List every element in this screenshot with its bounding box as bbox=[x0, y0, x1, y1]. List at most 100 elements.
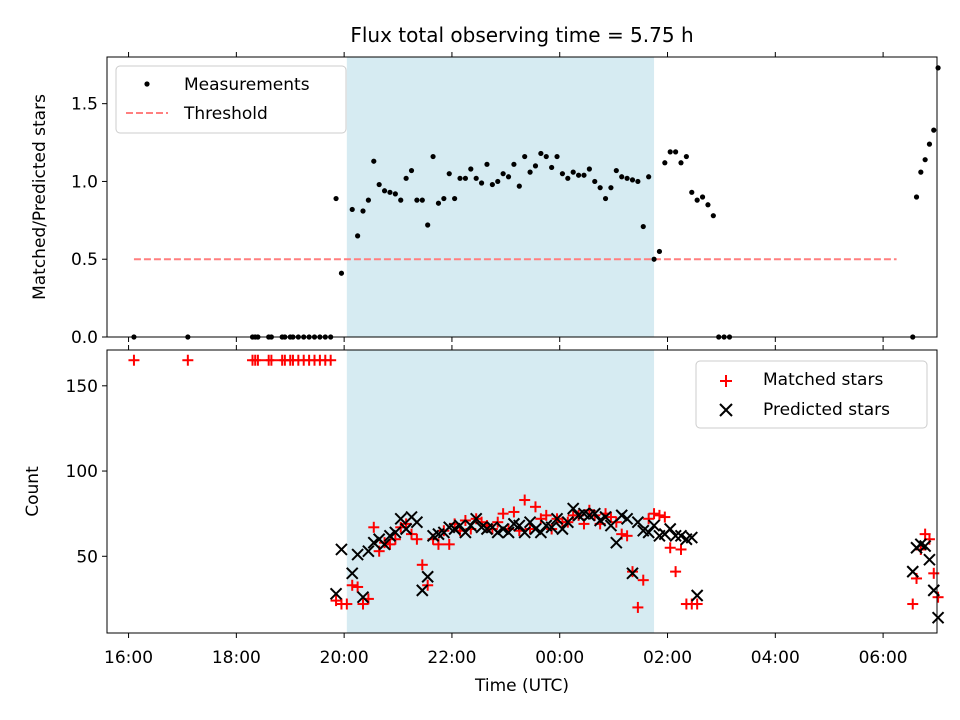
measurement-point bbox=[338, 270, 345, 276]
matched-point bbox=[659, 511, 671, 523]
count-panel-frame bbox=[106, 349, 938, 634]
legend-measurements-marker bbox=[144, 81, 150, 87]
predicted-point bbox=[496, 522, 510, 536]
matched-point bbox=[411, 533, 423, 545]
measurement-point bbox=[371, 158, 377, 164]
measurement-point bbox=[452, 195, 458, 202]
predicted-point bbox=[410, 515, 424, 529]
predicted-point bbox=[362, 544, 375, 558]
observing-window-span-top bbox=[346, 57, 655, 337]
predicted-point bbox=[459, 526, 472, 539]
predicted-point bbox=[351, 548, 364, 561]
ratio-y-axis-label: Matched/Predicted stars bbox=[30, 94, 50, 300]
measurement-point bbox=[355, 233, 361, 239]
measurement-point bbox=[918, 169, 924, 175]
measurement-point bbox=[549, 164, 555, 171]
predicted-point bbox=[416, 584, 429, 597]
measurement-point bbox=[913, 194, 920, 200]
matched-point bbox=[486, 523, 498, 535]
matched-point bbox=[546, 523, 558, 535]
matched-point bbox=[368, 521, 380, 533]
measurement-point bbox=[349, 206, 355, 213]
count-panel-ticks: 16:00 18:00 20:00 22:00 00:00 02:00 04:00 06:00… bbox=[66, 345, 908, 668]
measurement-point bbox=[694, 197, 700, 203]
matched-point bbox=[621, 530, 633, 542]
x-tick-label: 18:00 bbox=[212, 648, 261, 668]
measurement-point bbox=[931, 127, 937, 133]
x-tick-label: 20:00 bbox=[320, 648, 369, 668]
matched-point bbox=[529, 501, 541, 513]
x-tick-label: 16:00 bbox=[104, 648, 153, 668]
measurement-point bbox=[538, 150, 544, 157]
predicted-point bbox=[356, 590, 370, 604]
measurement-point bbox=[387, 189, 393, 195]
predicted-point bbox=[604, 519, 618, 532]
measurement-point bbox=[935, 65, 941, 71]
measurement-point bbox=[392, 191, 398, 197]
x-axis-label: Time (UTC) bbox=[474, 676, 569, 696]
x-tick-label: 02:00 bbox=[643, 648, 692, 668]
x-tick-label: 04:00 bbox=[751, 648, 800, 668]
measurement-point bbox=[575, 172, 582, 178]
matched-point bbox=[379, 537, 391, 549]
measurement-point bbox=[446, 171, 452, 177]
observing-window-span-bottom bbox=[346, 350, 655, 633]
x-tick-label: 22:00 bbox=[427, 648, 476, 668]
measurement-point bbox=[522, 153, 528, 160]
measurement-point bbox=[435, 200, 442, 206]
matched-point bbox=[907, 598, 919, 610]
measurement-point bbox=[462, 175, 469, 181]
measurement-point bbox=[635, 178, 641, 185]
y-tick-label: 1.0 bbox=[71, 172, 98, 192]
matched-point bbox=[664, 542, 676, 554]
measurement-point bbox=[710, 213, 716, 219]
measurement-point bbox=[683, 153, 689, 160]
measurement-point bbox=[629, 177, 636, 183]
predicted-point bbox=[383, 529, 397, 543]
measurement-point bbox=[689, 189, 695, 195]
matched-point bbox=[357, 598, 369, 610]
ratio-legend-box bbox=[115, 65, 347, 134]
measurement-point bbox=[651, 256, 657, 262]
matched-point bbox=[675, 543, 687, 555]
measurement-point bbox=[699, 194, 706, 200]
measurement-point bbox=[543, 153, 549, 160]
measurement-point bbox=[608, 185, 614, 191]
predicted-point bbox=[927, 584, 940, 597]
predicted-point bbox=[588, 507, 601, 520]
predicted-point bbox=[389, 526, 402, 539]
predicted-point bbox=[367, 536, 380, 549]
measurement-point bbox=[489, 181, 495, 188]
matched-point bbox=[643, 513, 655, 525]
predicted-point bbox=[664, 522, 677, 536]
measurement-point bbox=[495, 178, 501, 185]
legend-predicted-marker bbox=[719, 403, 733, 417]
measurement-point bbox=[646, 174, 652, 180]
y-tick-label: 150 bbox=[66, 377, 98, 397]
matched-point bbox=[540, 509, 552, 521]
measurement-point bbox=[376, 181, 382, 188]
predicted-point bbox=[491, 526, 504, 539]
matched-point bbox=[341, 598, 353, 610]
legend-threshold-label: Threshold bbox=[183, 104, 268, 124]
measurement-point bbox=[419, 197, 425, 203]
measurement-point bbox=[484, 161, 490, 167]
predicted-point bbox=[545, 521, 558, 534]
predicted-point bbox=[690, 589, 704, 602]
matched-point bbox=[325, 354, 337, 366]
predicted-point bbox=[674, 529, 688, 543]
measurement-point bbox=[425, 222, 431, 228]
measurement-point bbox=[408, 167, 415, 174]
predicted-point bbox=[421, 570, 434, 583]
measurement-point bbox=[554, 153, 560, 160]
predicted-point bbox=[626, 567, 639, 580]
count-panel: 16:00 18:00 20:00 22:00 00:00 02:00 04:00 06:00… bbox=[23, 345, 945, 696]
ratio-panel-frame bbox=[106, 56, 938, 338]
predicted-point bbox=[518, 526, 531, 539]
predicted-point bbox=[561, 515, 575, 529]
matched-point bbox=[252, 354, 264, 366]
predicted-point bbox=[448, 522, 461, 536]
ratio-panel-marks bbox=[131, 65, 941, 340]
predicted-point bbox=[502, 526, 515, 539]
measurement-point bbox=[365, 197, 371, 203]
